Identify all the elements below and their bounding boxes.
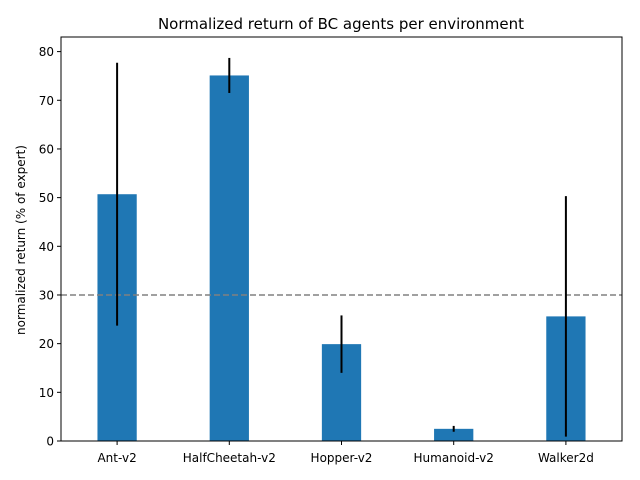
- chart-title: Normalized return of BC agents per envir…: [158, 15, 524, 33]
- x-tick-label: Walker2d: [538, 451, 594, 465]
- y-tick-label: 40: [39, 240, 54, 254]
- y-axis-label: normalized return (% of expert): [14, 145, 28, 335]
- y-tick-label: 70: [39, 94, 54, 108]
- x-tick-label: Ant-v2: [97, 451, 136, 465]
- bars: [97, 75, 586, 442]
- error-bars: [116, 57, 567, 437]
- x-tick-label: HalfCheetah-v2: [183, 451, 276, 465]
- y-tick-label: 60: [39, 142, 54, 156]
- bar: [209, 75, 249, 442]
- y-tick-label: 10: [39, 386, 54, 400]
- y-tick-label: 20: [39, 337, 54, 351]
- x-ticks: Ant-v2 HalfCheetah-v2 Hopper-v2 Humanoid-v2…: [97, 441, 594, 465]
- x-tick-label: Hopper-v2: [311, 451, 373, 465]
- y-ticks: 0 10 20 30 40 50 60 70 80: [39, 45, 61, 449]
- y-tick-label: 30: [39, 288, 54, 302]
- y-tick-label: 0: [46, 435, 54, 449]
- bar: [434, 428, 474, 441]
- y-tick-label: 80: [39, 45, 54, 59]
- plot-frame: [60, 36, 623, 442]
- y-tick-label: 50: [39, 191, 54, 205]
- x-tick-label: Humanoid-v2: [414, 451, 494, 465]
